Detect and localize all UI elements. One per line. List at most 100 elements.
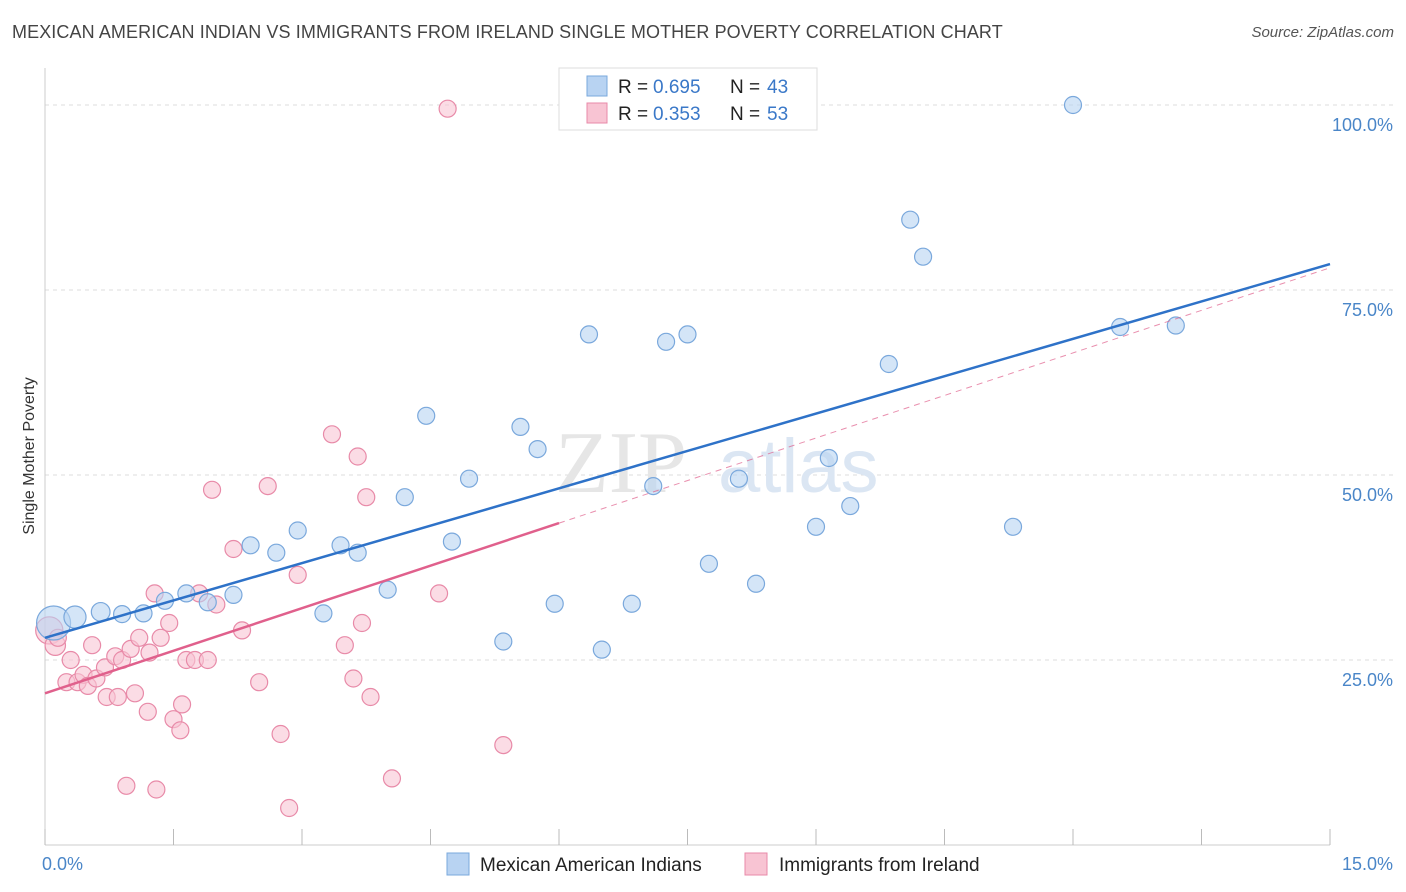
y-axis-label: Single Mother Poverty xyxy=(21,377,38,534)
data-point xyxy=(729,469,749,488)
trend-line-ireland xyxy=(44,521,560,695)
data-point xyxy=(288,521,307,540)
data-point xyxy=(198,593,217,612)
y-tick-label: 75.0% xyxy=(1342,300,1393,320)
series-legend-swatch-blue xyxy=(446,852,470,876)
watermark-atlas: atlas xyxy=(718,424,879,509)
data-point xyxy=(417,406,436,425)
data-point xyxy=(699,554,719,573)
trend-line-mexican-american-indians xyxy=(44,262,1331,640)
data-point xyxy=(250,673,269,692)
data-point xyxy=(592,640,611,659)
data-point xyxy=(1166,316,1185,335)
data-point xyxy=(61,650,80,670)
x-tick-label-min: 0.0% xyxy=(42,854,83,874)
data-point xyxy=(841,496,860,516)
data-point xyxy=(125,684,145,703)
data-point xyxy=(1003,517,1023,536)
mexican-american-indian-points xyxy=(35,95,1185,659)
y-tick-label: 25.0% xyxy=(1342,670,1393,690)
series-legend-label-pink: Immigrants from Ireland xyxy=(779,855,980,876)
data-point xyxy=(622,594,641,613)
data-point xyxy=(258,477,277,496)
data-point xyxy=(117,776,136,795)
data-point xyxy=(198,650,217,670)
data-point xyxy=(344,669,363,688)
gridlines xyxy=(45,104,1395,661)
legend-r-label-2: R = xyxy=(618,104,648,125)
data-point xyxy=(879,354,898,374)
data-point xyxy=(63,605,87,629)
stats-legend: R = 0.695 N = 43 R = 0.353 N = 53 xyxy=(558,67,818,131)
data-point xyxy=(429,584,449,603)
data-point xyxy=(494,735,513,755)
data-point xyxy=(314,604,333,623)
data-point xyxy=(361,687,380,707)
data-point xyxy=(271,724,290,744)
data-point xyxy=(442,532,462,551)
data-point xyxy=(171,721,190,740)
data-point xyxy=(579,325,599,344)
y-tick-label: 100.0% xyxy=(1332,115,1393,135)
series-legend: Mexican American Indians Immigrants from… xyxy=(446,852,980,876)
data-point xyxy=(130,628,149,647)
data-point xyxy=(224,539,243,559)
data-point xyxy=(528,440,547,459)
legend-r-value-1: 0.695 xyxy=(653,77,701,98)
data-point xyxy=(241,536,260,555)
data-point xyxy=(511,417,530,436)
series-legend-swatch-pink xyxy=(744,852,768,876)
legend-n-label-2: N = xyxy=(730,104,760,125)
legend-swatch-pink xyxy=(586,102,608,124)
y-tick-labels: 25.0% 50.0% 75.0% 100.0% xyxy=(1332,115,1393,690)
watermark-zip: ZIP xyxy=(555,415,687,512)
legend-n-value-1: 43 xyxy=(767,77,788,98)
legend-swatch-blue xyxy=(586,75,608,97)
data-point xyxy=(172,695,192,714)
source-credit: Source: ZipAtlas.com xyxy=(1251,24,1394,41)
trend-lines xyxy=(44,262,1331,695)
data-point xyxy=(746,574,766,593)
data-point xyxy=(378,580,397,599)
legend-r-label-1: R = xyxy=(618,77,648,98)
data-point xyxy=(348,447,367,466)
data-point xyxy=(656,332,676,351)
data-point xyxy=(545,594,564,613)
ireland-points xyxy=(35,99,513,818)
data-point xyxy=(267,543,286,562)
series-legend-label-blue: Mexican American Indians xyxy=(480,855,702,876)
x-tick-label-max: 15.0% xyxy=(1342,854,1393,874)
data-point xyxy=(288,565,307,585)
x-ticks xyxy=(44,829,1331,845)
data-point xyxy=(913,247,933,266)
data-point xyxy=(322,425,342,444)
legend-r-value-2: 0.353 xyxy=(653,104,701,125)
data-point xyxy=(138,702,157,721)
data-point xyxy=(357,488,376,507)
data-point xyxy=(352,613,372,633)
data-point xyxy=(160,613,179,633)
data-point xyxy=(1063,95,1083,115)
legend-n-label-1: N = xyxy=(730,77,760,98)
data-point xyxy=(382,769,402,788)
data-point xyxy=(83,636,102,655)
data-point xyxy=(438,99,457,118)
trend-line-ireland-extension xyxy=(558,267,1331,524)
data-point xyxy=(494,632,513,651)
data-point xyxy=(335,636,354,655)
data-point xyxy=(678,325,697,344)
data-point xyxy=(202,480,222,499)
data-point xyxy=(806,517,826,536)
data-point xyxy=(224,585,243,604)
chart-title: MEXICAN AMERICAN INDIAN VS IMMIGRANTS FR… xyxy=(12,22,1003,42)
data-point xyxy=(147,780,166,799)
data-point xyxy=(459,469,479,488)
data-point xyxy=(819,448,838,468)
data-point xyxy=(901,210,920,229)
data-point xyxy=(151,628,170,647)
data-point xyxy=(395,488,414,507)
data-point xyxy=(108,687,127,707)
y-tick-label: 50.0% xyxy=(1342,485,1393,505)
data-point xyxy=(280,798,299,818)
